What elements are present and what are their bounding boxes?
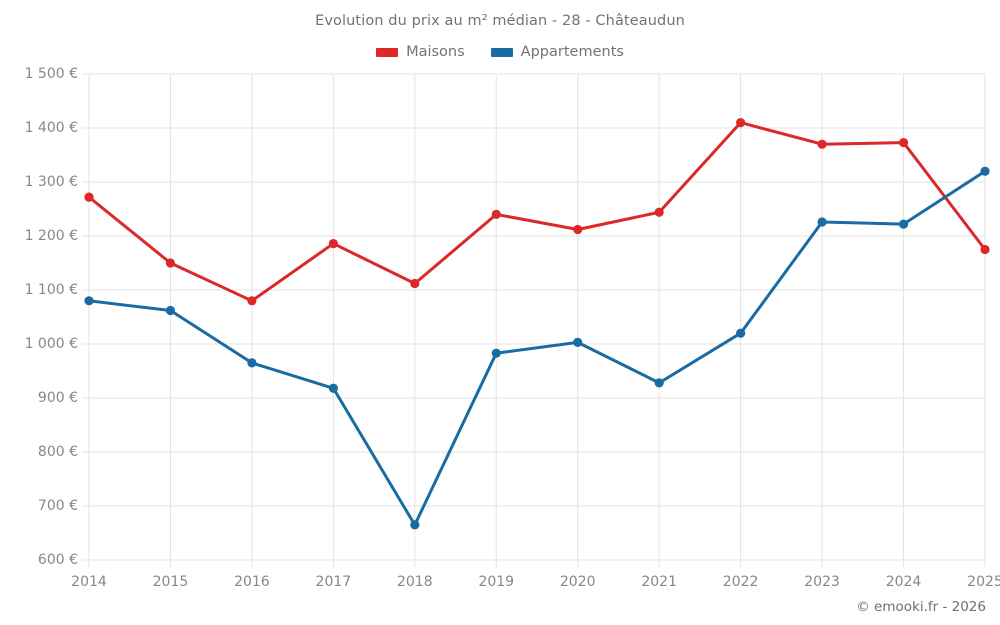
- data-point-appartements[interactable]: [573, 337, 583, 347]
- legend-item-appartements[interactable]: Appartements: [490, 44, 624, 60]
- data-point-appartements[interactable]: [491, 348, 501, 358]
- legend-item-maisons[interactable]: Maisons: [376, 44, 465, 60]
- data-point-appartements[interactable]: [898, 219, 909, 229]
- data-point-maisons[interactable]: [84, 192, 94, 202]
- x-axis-label: 2019: [478, 574, 515, 590]
- data-point-appartements[interactable]: [654, 378, 664, 388]
- y-axis-label: 800 €: [37, 444, 78, 460]
- x-axis-label: 2024: [885, 574, 922, 590]
- x-axis-label: 2015: [152, 574, 189, 590]
- x-axis-label: 2016: [234, 574, 270, 590]
- data-point-appartements[interactable]: [165, 305, 176, 316]
- x-axis-label: 2014: [71, 574, 107, 590]
- data-point-maisons[interactable]: [491, 209, 501, 219]
- data-point-maisons[interactable]: [165, 258, 176, 268]
- data-point-maisons[interactable]: [980, 244, 990, 255]
- data-point-maisons[interactable]: [736, 118, 746, 128]
- data-point-maisons[interactable]: [573, 224, 583, 235]
- x-axis-label: 2025: [967, 574, 1000, 590]
- data-point-maisons[interactable]: [654, 207, 664, 217]
- data-point-maisons[interactable]: [817, 139, 827, 149]
- x-axis-label: 2020: [559, 574, 596, 590]
- series-line-appartements: [87, 169, 987, 527]
- legend-swatch-appartements: [490, 47, 513, 57]
- y-axis-label: 900 €: [37, 390, 78, 406]
- x-axis-label: 2021: [641, 574, 677, 590]
- chart-title: Evolution du prix au m² médian - 28 - Ch…: [315, 13, 685, 29]
- series-line-maisons: [87, 121, 987, 303]
- x-axis-label: 2017: [315, 574, 352, 590]
- y-axis-label: 1 100 €: [24, 282, 78, 298]
- x-axis-label: 2018: [396, 574, 433, 590]
- x-axis-label: 2023: [804, 574, 840, 590]
- y-axis-label: 1 200 €: [24, 228, 78, 244]
- y-axis-label: 700 €: [37, 498, 78, 514]
- data-point-appartements[interactable]: [84, 296, 94, 306]
- data-point-maisons[interactable]: [247, 296, 257, 306]
- y-axis-label: 1 400 €: [24, 120, 78, 136]
- data-point-appartements[interactable]: [410, 520, 420, 530]
- legend-label-maisons: Maisons: [406, 44, 465, 60]
- data-point-maisons[interactable]: [328, 238, 338, 249]
- data-point-maisons[interactable]: [410, 278, 420, 289]
- data-point-appartements[interactable]: [817, 217, 827, 227]
- data-point-appartements[interactable]: [736, 328, 746, 338]
- data-point-appartements[interactable]: [980, 166, 990, 176]
- legend-swatch-maisons: [376, 47, 399, 57]
- data-point-appartements[interactable]: [247, 358, 257, 368]
- y-axis-label: 1 300 €: [24, 174, 78, 190]
- y-axis-label: 1 500 €: [24, 66, 78, 82]
- y-axis-tick-labels: 600 € 700 € 800 € 900 € 1 000 € 1 100 € 1 200 …: [10, 0, 78, 625]
- legend-label-appartements: Appartements: [520, 44, 624, 60]
- chart-legend: Maisons Appartements: [0, 44, 1000, 60]
- y-axis-label: 1 000 €: [24, 336, 78, 352]
- footer-credit: © emooki.fr - 2026: [856, 599, 986, 615]
- x-axis-label: 2022: [722, 574, 759, 590]
- data-point-appartements[interactable]: [328, 383, 338, 393]
- y-axis-label: 600 €: [37, 552, 78, 568]
- data-point-maisons[interactable]: [898, 137, 909, 148]
